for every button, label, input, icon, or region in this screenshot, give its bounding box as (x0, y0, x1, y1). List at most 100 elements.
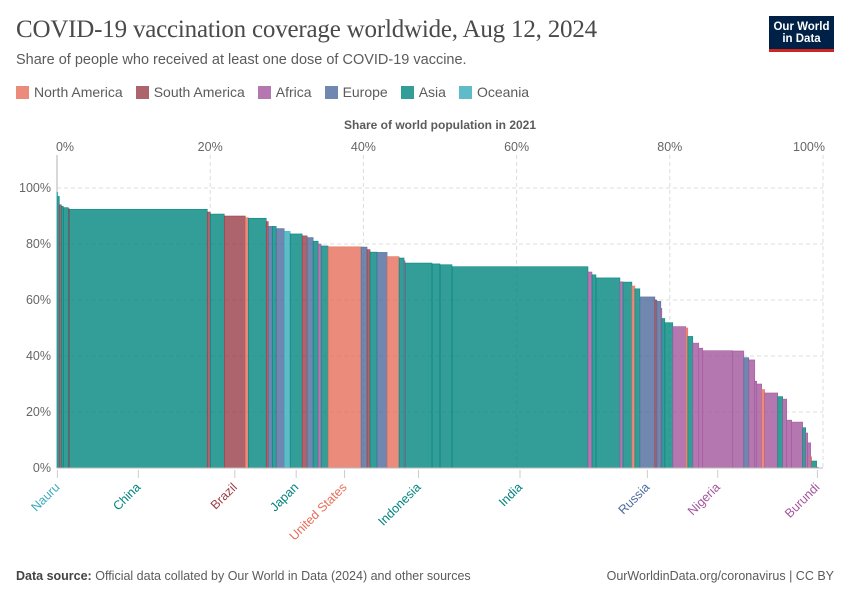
bar-oceania (283, 231, 291, 469)
bar-north-america (244, 217, 249, 469)
country-label: Burundi (782, 480, 822, 520)
bar-asia (209, 213, 225, 469)
legend-item-south-america[interactable]: South America (135, 84, 245, 100)
bar-asia (777, 396, 784, 469)
bar-europe (267, 226, 273, 469)
bar-asia (320, 245, 329, 469)
bar-asia (271, 226, 277, 469)
bar-south-america (366, 249, 371, 469)
bar-africa (756, 383, 763, 469)
bar-asia (664, 322, 674, 469)
legend-label: Europe (342, 84, 388, 100)
logo-line-2: in Data (782, 32, 821, 45)
bar-africa (698, 347, 704, 469)
bar-africa (692, 342, 700, 469)
bar-europe (376, 252, 388, 469)
legend-label: North America (34, 84, 123, 100)
x-tick-label: 100% (793, 140, 825, 154)
bar-africa (748, 359, 756, 469)
bar-asia (622, 281, 633, 469)
legend-swatch (324, 85, 338, 99)
data-source-label: Data source: (16, 569, 92, 583)
x-axis-title: Share of world population in 2021 (344, 118, 536, 132)
country-label: Russia (616, 480, 653, 517)
bar-south-america (301, 235, 308, 469)
y-tick-label: 0% (33, 461, 51, 475)
bar-africa (587, 271, 593, 469)
bar-asia (431, 263, 441, 469)
country-label: Indonesia (375, 480, 423, 528)
bar-asia (312, 240, 319, 469)
bar-north-america (761, 389, 766, 469)
bar-asia (595, 277, 621, 469)
bar-asia (634, 288, 641, 469)
legend-label: Africa (275, 84, 312, 100)
bar-africa (782, 398, 787, 469)
y-tick-label: 80% (26, 237, 51, 251)
bar-north-america (327, 246, 362, 469)
legend-item-asia[interactable]: Asia (400, 84, 446, 100)
legend: North America South America Africa Europe As… (16, 84, 529, 100)
owid-logo[interactable]: Our World in Data (769, 16, 834, 52)
bar-asia (369, 251, 378, 469)
bar-europe (656, 301, 662, 469)
bar-asia (451, 266, 589, 469)
bar-north-america (386, 256, 400, 469)
footer-link[interactable]: OurWorldinData.org/coronavirus | CC BY (606, 569, 834, 583)
bar-europe (360, 246, 368, 469)
bar-africa (786, 419, 792, 469)
bar-africa (702, 350, 734, 469)
bar-europe (639, 296, 656, 469)
legend-item-africa[interactable]: Africa (257, 84, 312, 100)
legend-item-oceania[interactable]: Oceania (458, 84, 530, 100)
legend-label: Oceania (476, 84, 530, 100)
country-label: Brazil (208, 480, 240, 512)
bar-south-america (206, 211, 211, 469)
country-label: Nauru (29, 480, 63, 514)
x-tick-label: 40% (351, 140, 376, 154)
y-tick-label: 40% (26, 349, 51, 363)
legend-swatch (135, 85, 149, 99)
bar-asia (687, 336, 694, 469)
bar-asia (404, 262, 433, 469)
legend-item-north-america[interactable]: North America (16, 84, 123, 100)
x-tick-label: 0% (56, 140, 74, 154)
bar-europe (743, 357, 750, 469)
bar-europe (275, 228, 285, 469)
x-tick-label: 20% (198, 140, 223, 154)
y-tick-label: 20% (26, 405, 51, 419)
country-label: Japan (267, 480, 301, 514)
chart-subtitle: Share of people who received at least on… (16, 52, 467, 68)
bar-asia (62, 207, 69, 469)
bar-africa (764, 392, 779, 469)
bar-asia (591, 274, 597, 469)
bar-asia (68, 208, 208, 469)
bar-africa (791, 421, 804, 469)
country-label: India (496, 480, 525, 509)
bar-asia (247, 217, 267, 469)
legend-label: South America (153, 84, 245, 100)
legend-swatch (16, 85, 29, 99)
country-label: China (110, 480, 143, 513)
bar-africa (732, 350, 745, 469)
bar-africa (672, 326, 687, 469)
data-source-text: Official data collated by Our World in D… (95, 569, 471, 583)
bar-asia (439, 264, 453, 469)
bar-north-america (631, 285, 636, 469)
x-tick-label: 80% (657, 140, 682, 154)
bar-africa (317, 243, 322, 469)
legend-swatch (458, 85, 472, 99)
country-label: Nigeria (685, 480, 723, 518)
bar-asia (289, 233, 303, 469)
bar-asia (802, 427, 806, 469)
bar-europe (306, 237, 314, 469)
y-tick-label: 100% (19, 181, 51, 195)
bar-africa (619, 281, 624, 469)
legend-label: Asia (418, 84, 446, 100)
y-tick-label: 60% (26, 293, 51, 307)
legend-swatch (257, 85, 271, 99)
bar-asia (661, 318, 666, 469)
legend-item-europe[interactable]: Europe (324, 84, 388, 100)
data-source: Data source: Official data collated by O… (16, 569, 471, 583)
